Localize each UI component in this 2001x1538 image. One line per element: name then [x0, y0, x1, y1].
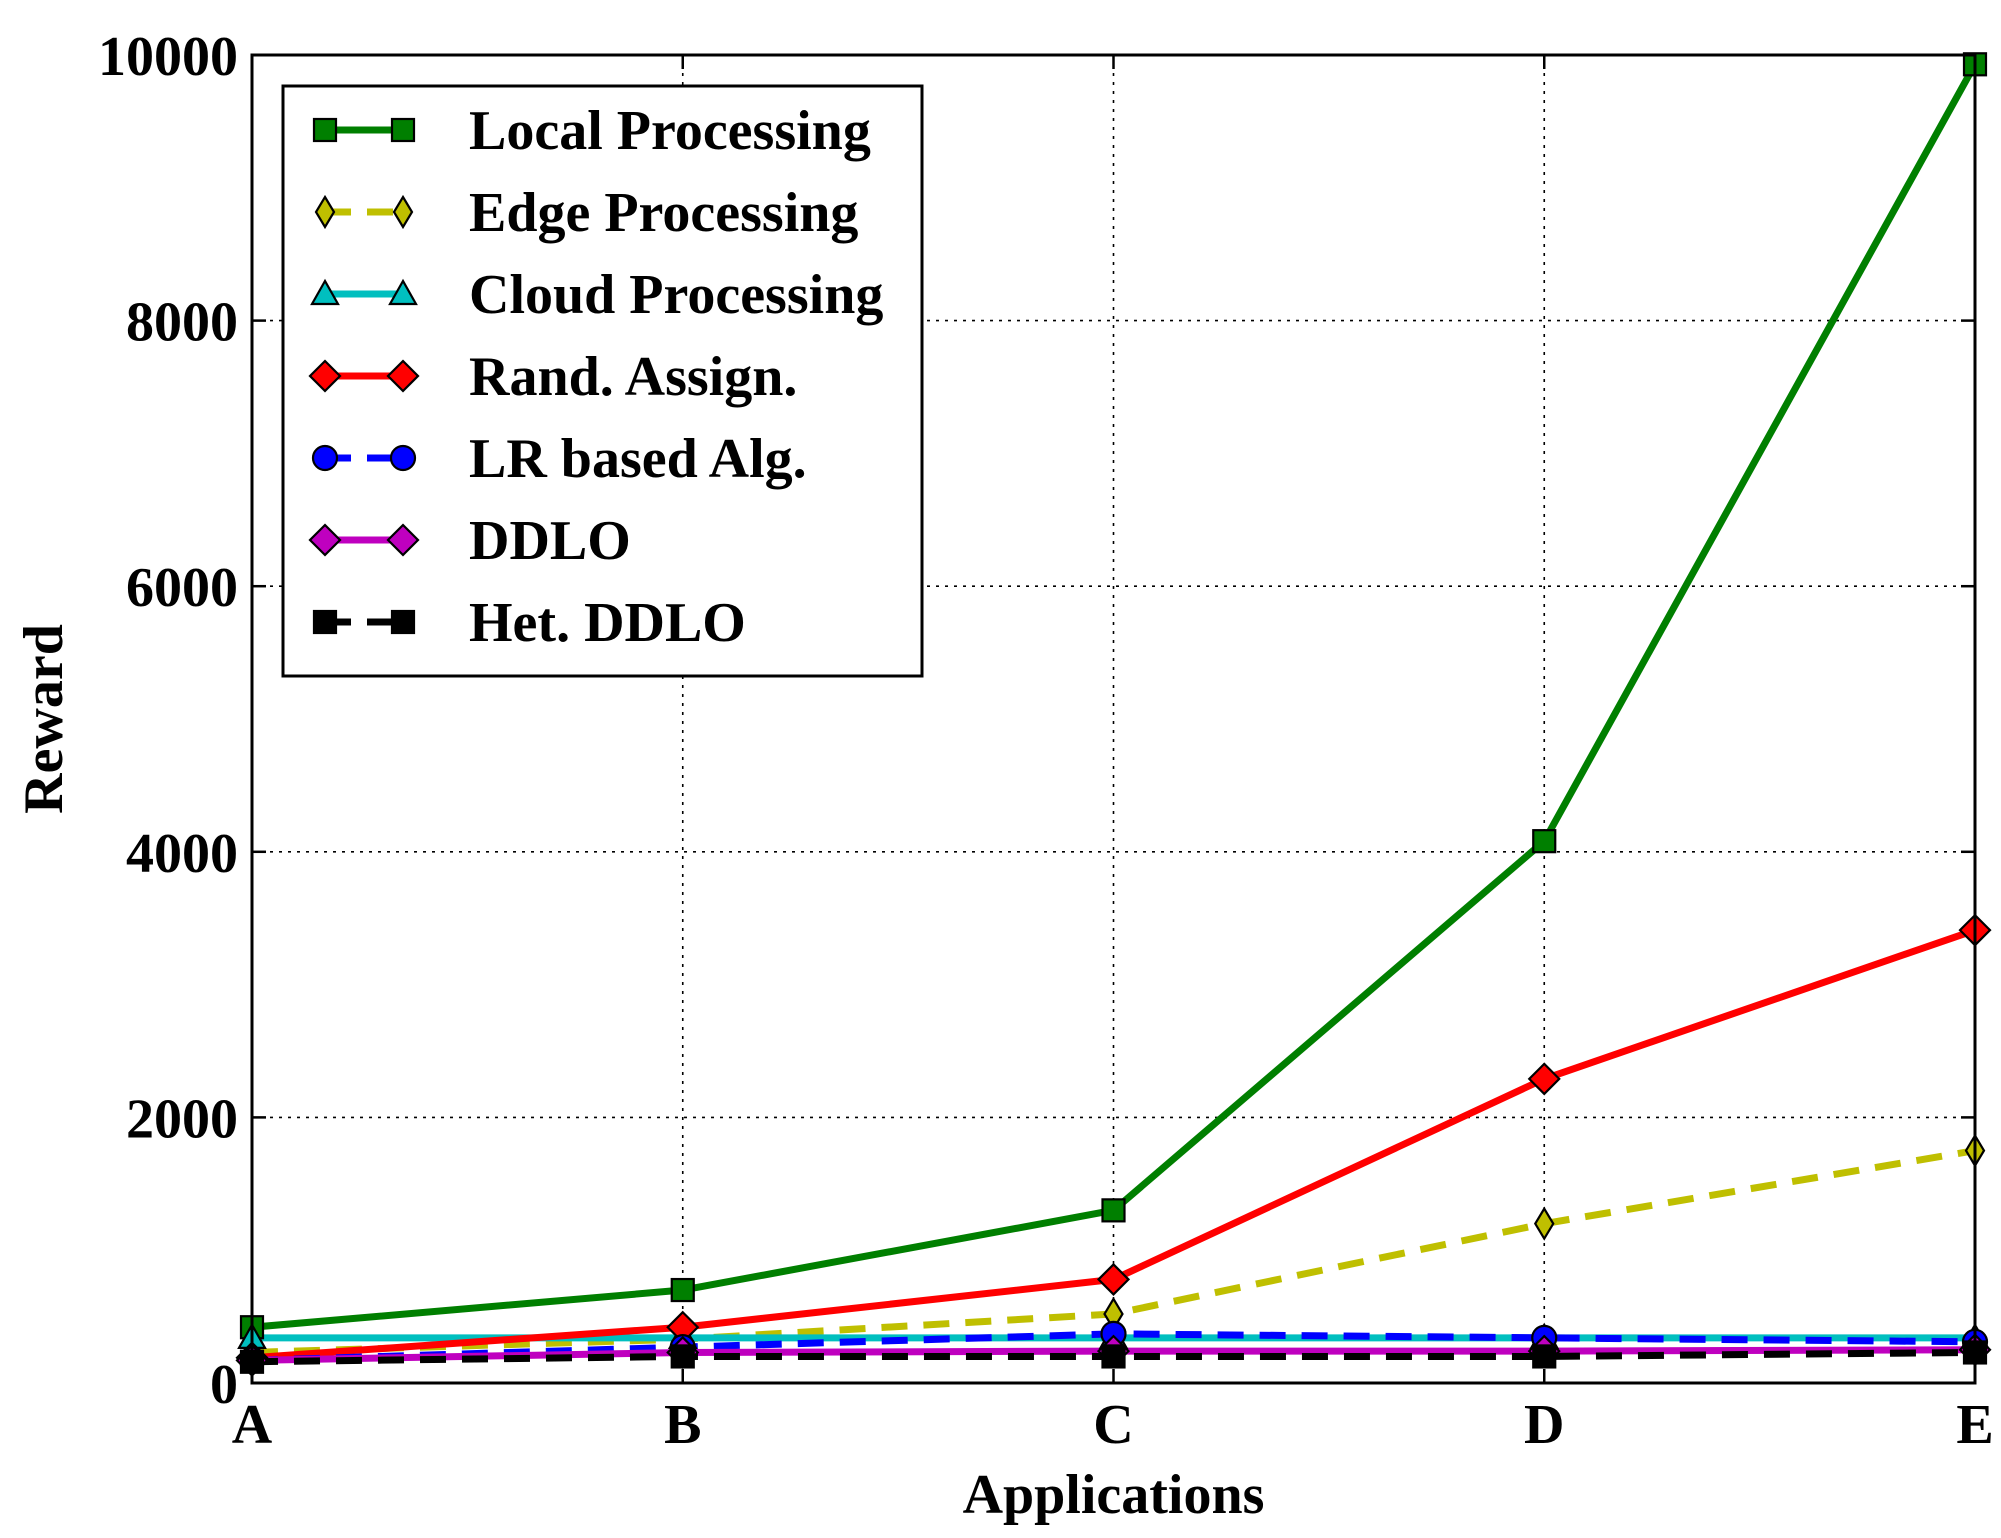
- legend-marker-0-start: [312, 117, 338, 143]
- x-tick-label: A: [232, 1394, 273, 1456]
- y-tick-label: 6000: [126, 557, 238, 619]
- data-point-0-3: [1532, 829, 1557, 854]
- x-axis-label: Applications: [963, 1464, 1265, 1526]
- legend-marker-3-start: [308, 359, 342, 393]
- legend-label-6: Het. DDLO: [469, 592, 746, 654]
- axis-ticks: A B C D E 0 2000 4000 6000 8000 10000: [98, 26, 1994, 1456]
- legend-box: [281, 84, 924, 678]
- legend-marker-0-end: [390, 117, 416, 143]
- data-point-6-3: [1532, 1344, 1557, 1369]
- data-point-6-1: [670, 1344, 695, 1369]
- legend-label-1: Edge Processing: [469, 182, 858, 244]
- legend-label-0: Local Processing: [469, 100, 871, 162]
- x-tick-label: D: [1524, 1394, 1564, 1456]
- y-tick-label: 0: [210, 1354, 238, 1416]
- legend-marker-2-end: [388, 278, 418, 306]
- legend-marker-6-end: [390, 609, 416, 635]
- y-axis-label: Reward: [13, 624, 75, 814]
- y-tick-label: 10000: [98, 26, 238, 88]
- legend-marker-1-start: [314, 194, 336, 230]
- y-tick-label: 4000: [126, 823, 238, 885]
- legend-label-3: Rand. Assign.: [469, 346, 797, 408]
- x-tick-label: C: [1093, 1394, 1133, 1456]
- legend-label-5: DDLO: [469, 510, 631, 572]
- legend-marker-4-start: [311, 444, 339, 472]
- legend-marker-5-start: [308, 523, 342, 557]
- data-point-3-2: [1096, 1262, 1131, 1296]
- data-point-6-2: [1101, 1344, 1126, 1369]
- legend-label-2: Cloud Processing: [469, 264, 883, 326]
- data-point-1-3: [1533, 1206, 1555, 1241]
- y-tick-label: 2000: [126, 1088, 238, 1150]
- x-tick-label: B: [664, 1394, 701, 1456]
- data-point-0-2: [1101, 1198, 1126, 1223]
- data-point-0-1: [670, 1277, 695, 1303]
- legend-marker-6-start: [312, 609, 338, 635]
- legend-marker-4-end: [389, 444, 417, 472]
- x-tick-label: E: [1956, 1394, 1993, 1456]
- legend-marker-2-start: [310, 278, 340, 306]
- legend-label-4: LR based Alg.: [469, 428, 807, 490]
- legend-marker-5-end: [386, 523, 420, 557]
- y-tick-label: 8000: [126, 292, 238, 354]
- data-point-3-3: [1527, 1062, 1561, 1096]
- legend: Local Processing Edge Processing Cloud Pro…: [281, 84, 924, 678]
- legend-marker-3-end: [386, 359, 420, 393]
- legend-marker-1-end: [392, 194, 414, 230]
